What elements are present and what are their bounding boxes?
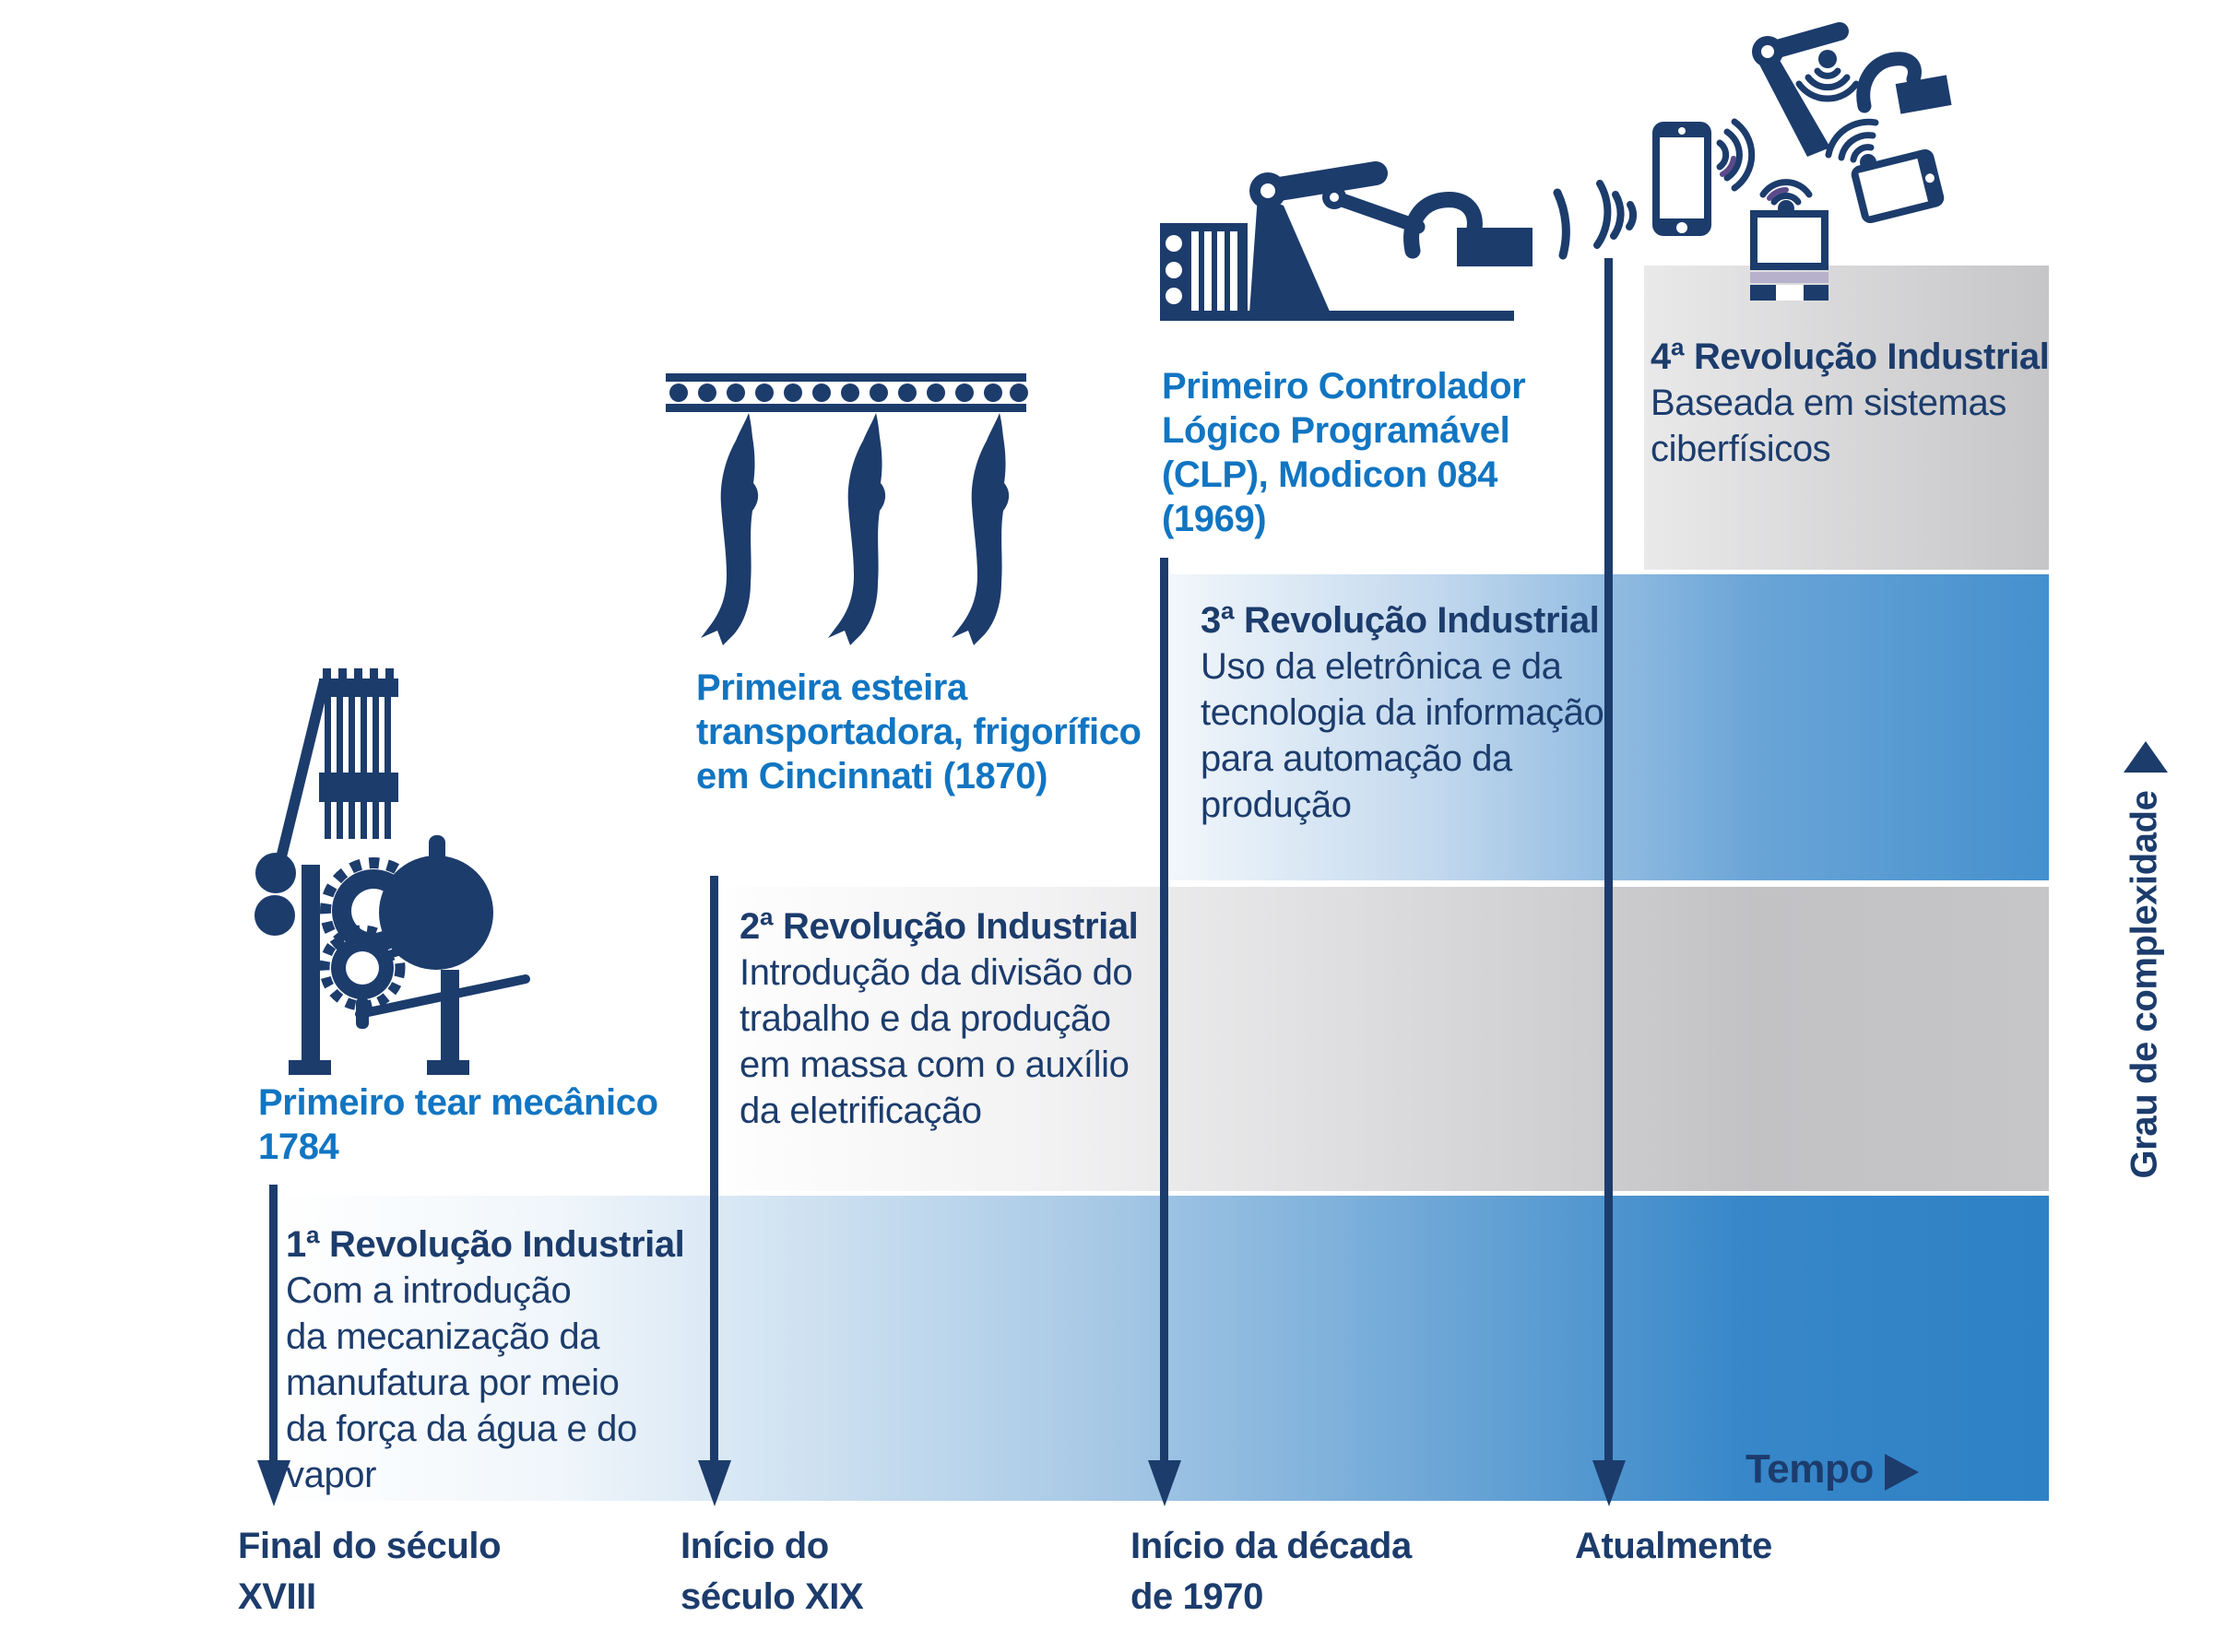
era-block-3: 3ª Revolução Industrial Uso da eletrônic… [1201,597,1604,828]
y-axis-label: Grau de complexidade [2124,790,2165,1179]
milestone-era-3: Primeiro Controlador Lógico Programável … [1162,366,1526,539]
time-label-2: Início do século XIX [680,1526,864,1617]
era-block-1: 1ª Revolução Industrial Com a introdução… [286,1221,685,1498]
timeline-arrow-1-icon [269,1185,278,1460]
x-axis-arrow-icon [1885,1454,1919,1491]
era-4-description: Baseada em sistemas ciberfísicos [1651,383,2006,469]
era-2-title: 2ª Revolução Industrial [740,906,1139,947]
y-axis-arrow-icon [2124,741,2168,773]
era-block-2: 2ª Revolução Industrial Introdução da di… [740,903,1139,1134]
timeline-arrow-4-icon [1604,258,1613,1460]
timeline-arrow-3-icon [1160,558,1168,1460]
cyber-physical-systems-icon [1553,22,1952,301]
milestone-era-1: Primeiro tear mecânico 1784 [258,1082,658,1167]
era-block-4: 4ª Revolução Industrial Baseada em siste… [1651,334,2050,472]
era-2-description: Introdução da divisão do trabalho e da p… [740,952,1133,1131]
era-3-description: Uso da eletrônica e da tecnologia da inf… [1201,646,1604,825]
band-2nd-revolution [718,887,2049,1191]
timeline-arrow-2-icon [710,876,718,1460]
era-4-title: 4ª Revolução Industrial [1651,336,2050,377]
x-axis-label: Tempo [1746,1446,1874,1492]
time-label-3: Início da década de 1970 [1130,1526,1412,1617]
conveyor-belt-icon [666,373,1028,645]
era-1-title: 1ª Revolução Industrial [286,1224,685,1265]
milestone-era-2: Primeira esteira transportadora, frigorí… [696,667,1142,796]
era-1-description: Com a introdução da mecanização da manuf… [286,1270,637,1495]
plc-robot-arm-icon [1160,161,1533,321]
time-label-4: Atualmente [1575,1526,1772,1566]
mechanical-loom-icon [254,668,530,1075]
era-3-title: 3ª Revolução Industrial [1201,600,1600,641]
band-4th-revolution [1644,266,2049,570]
time-label-1: Final do século XVIII [238,1526,502,1617]
